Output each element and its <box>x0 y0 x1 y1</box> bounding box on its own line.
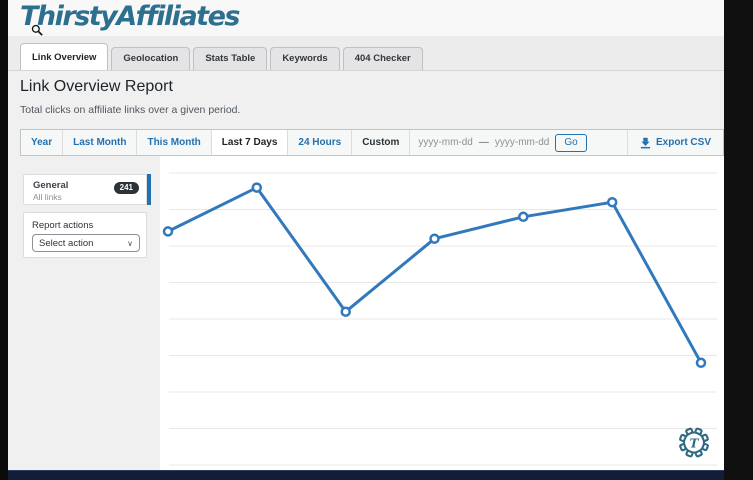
admin-page: ThirstyAffiliates Link Overview Geolocat… <box>8 0 724 470</box>
report-action-select[interactable]: Select action ∨ <box>32 234 140 252</box>
window-left-edge <box>0 0 8 480</box>
thirsty-gear-settings-button[interactable]: T <box>678 426 710 459</box>
tab-geolocation[interactable]: Geolocation <box>111 47 191 70</box>
report-actions-card: Report actions Select action ∨ <box>23 212 147 258</box>
magnifier-cursor-icon <box>31 24 43 36</box>
tab-keywords[interactable]: Keywords <box>270 47 340 70</box>
clicks-line-chart[interactable] <box>160 156 724 470</box>
page-title: Link Overview Report <box>20 78 173 95</box>
filter-last-month[interactable]: Last Month <box>63 130 138 155</box>
filter-last-7-days[interactable]: Last 7 Days <box>211 130 289 155</box>
filter-this-month[interactable]: This Month <box>137 130 212 155</box>
custom-date-range: yyyy-mm-dd — yyyy-mm-dd Go <box>410 130 594 155</box>
chevron-down-icon: ∨ <box>127 238 133 248</box>
date-from-input[interactable]: yyyy-mm-dd <box>418 137 473 148</box>
filter-24-hours[interactable]: 24 Hours <box>288 130 353 155</box>
filter-year[interactable]: Year <box>21 130 64 155</box>
tab-stats-table[interactable]: Stats Table <box>193 47 268 70</box>
general-title: General <box>33 180 69 191</box>
plugin-header: ThirstyAffiliates <box>8 0 724 36</box>
report-actions-label: Report actions <box>32 220 94 231</box>
general-subtitle: All links <box>33 192 62 202</box>
date-range-separator: — <box>478 137 489 148</box>
date-range-filter-bar: Year Last Month This Month Last 7 Days 2… <box>20 129 724 156</box>
filter-custom[interactable]: Custom <box>352 130 411 155</box>
tab-link-overview[interactable]: Link Overview <box>20 43 109 70</box>
window-bottom-bar <box>0 470 753 480</box>
report-action-selected-value: Select action <box>39 237 94 249</box>
svg-text:T: T <box>690 436 700 450</box>
clicks-chart-panel <box>160 156 724 470</box>
tab-bar: Link Overview Geolocation Stats Table Ke… <box>8 36 724 71</box>
page-subtitle: Total clicks on affiliate links over a g… <box>20 104 241 116</box>
go-button[interactable]: Go <box>555 133 587 152</box>
clicks-count-badge: 241 <box>113 182 139 194</box>
filter-bar-spacer <box>595 130 627 155</box>
export-csv-button[interactable]: Export CSV <box>626 130 723 155</box>
date-to-input[interactable]: yyyy-mm-dd <box>494 137 550 148</box>
download-icon <box>640 137 651 148</box>
tab-404-checker[interactable]: 404 Checker <box>342 47 423 70</box>
thirstyaffiliates-logo: ThirstyAffiliates <box>20 1 240 32</box>
export-csv-label: Export CSV <box>655 137 711 148</box>
active-report-indicator <box>147 174 151 205</box>
report-nav-general[interactable]: General All links 241 <box>23 174 147 205</box>
window-right-edge <box>724 0 753 480</box>
